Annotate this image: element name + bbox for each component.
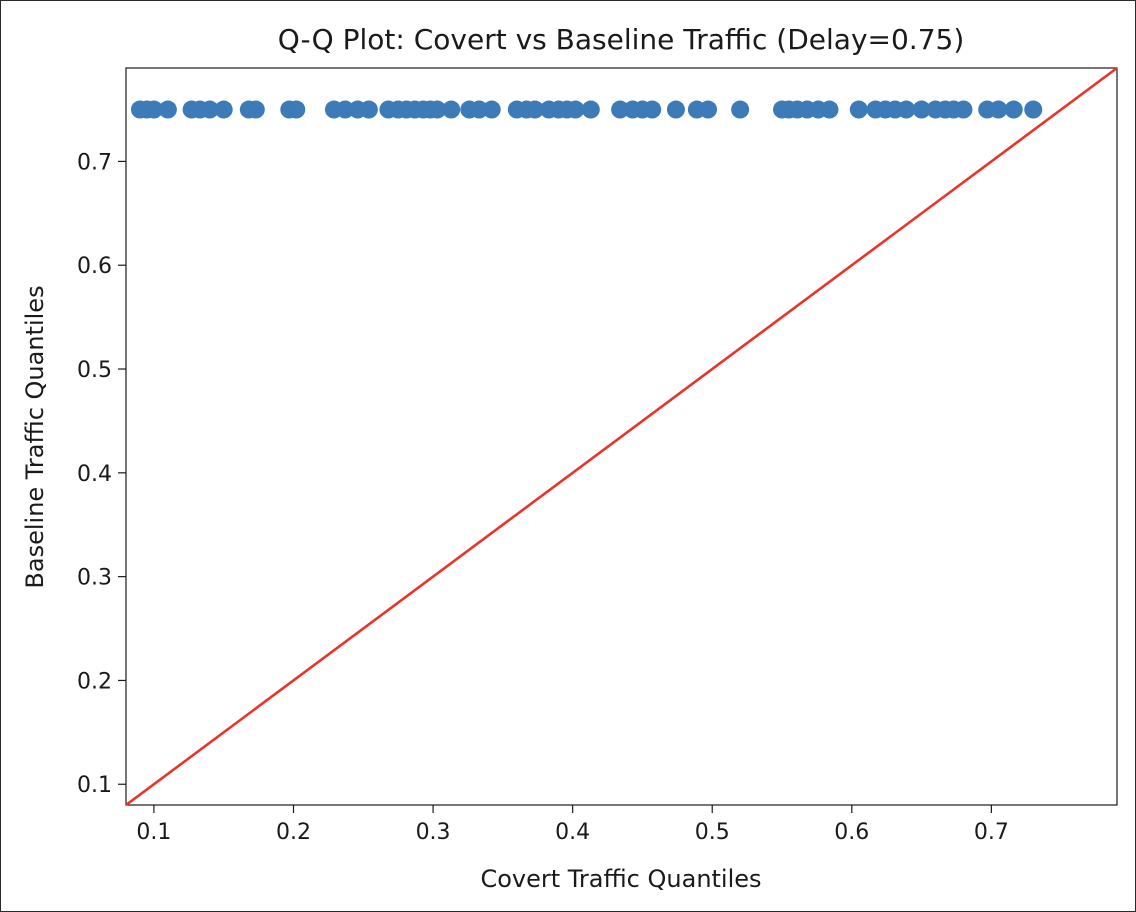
x-tick-label: 0.2 (276, 820, 311, 845)
data-point (287, 100, 306, 119)
data-point (359, 100, 378, 119)
y-tick-label: 0.2 (77, 669, 112, 694)
data-point (699, 100, 718, 119)
reference-line (125, 66, 1118, 807)
data-point (442, 100, 461, 119)
data-point (144, 100, 163, 119)
data-point (246, 100, 265, 119)
data-point (666, 100, 685, 119)
x-tick-label: 0.1 (136, 820, 171, 845)
data-point (470, 100, 489, 119)
y-tick-label: 0.3 (77, 566, 112, 591)
y-axis: 0.1 0.2 0.3 0.4 0.5 0.6 0.7 (77, 150, 126, 798)
data-point (1024, 100, 1043, 119)
data-point (482, 100, 501, 119)
y-axis-label: Baseline Traffic Quantiles (21, 285, 49, 588)
data-point (643, 100, 662, 119)
data-point (1004, 100, 1023, 119)
data-point (849, 100, 868, 119)
x-axis-label: Covert Traffic Quantiles (480, 865, 761, 893)
x-tick-label: 0.4 (555, 820, 590, 845)
data-point (566, 100, 585, 119)
data-point (912, 100, 931, 119)
plot-area (125, 67, 1118, 806)
data-point (428, 100, 447, 119)
y-tick-label: 0.7 (77, 150, 112, 175)
y-tick-label: 0.5 (77, 358, 112, 383)
data-point (731, 100, 750, 119)
scatter-points (130, 100, 1043, 119)
x-tick-label: 0.5 (695, 820, 730, 845)
data-point (581, 100, 600, 119)
x-tick-label: 0.6 (834, 820, 869, 845)
x-axis: 0.1 0.2 0.3 0.4 0.5 0.6 0.7 (136, 805, 1009, 845)
data-point (525, 100, 544, 119)
data-point (336, 100, 355, 119)
y-tick-label: 0.4 (77, 462, 112, 487)
data-point (214, 100, 233, 119)
x-tick-label: 0.3 (416, 820, 451, 845)
data-point (158, 100, 177, 119)
data-point (200, 100, 219, 119)
y-tick-label: 0.1 (77, 773, 112, 798)
data-point (989, 100, 1008, 119)
y-tick-label: 0.6 (77, 254, 112, 279)
data-point (954, 100, 973, 119)
reference-line-layer (125, 66, 1118, 807)
chart-title: Q-Q Plot: Covert vs Baseline Traffic (De… (278, 23, 965, 56)
data-point (611, 100, 630, 119)
x-tick-label: 0.7 (974, 820, 1009, 845)
data-point (897, 100, 916, 119)
data-point (820, 100, 839, 119)
